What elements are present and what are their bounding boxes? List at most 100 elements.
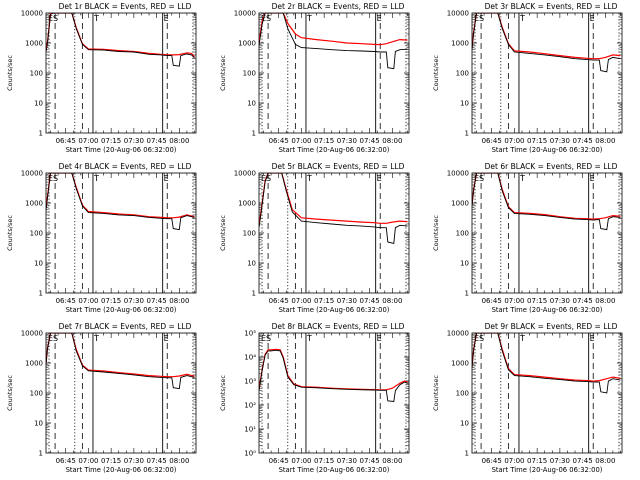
y-tick-label: 10 xyxy=(247,260,256,268)
y-tick-label: 10000 xyxy=(234,10,256,18)
y-axis-label: Counts/sec xyxy=(6,215,14,251)
x-axis-label: Start Time (20-Aug-06 06:32:00) xyxy=(492,146,603,154)
corner-label: ES xyxy=(48,334,58,343)
x-axis-label: Start Time (20-Aug-06 06:32:00) xyxy=(492,466,603,474)
x-tick-label: 08:00 xyxy=(595,457,615,465)
x-tick-label: 07:00 xyxy=(504,457,524,465)
detector-panel-4: Det 4r BLACK = Events, RED = LLD 1 10 100 10… xyxy=(0,160,200,320)
y-axis-label: Counts/sec xyxy=(6,55,14,91)
x-tick-label: 08:00 xyxy=(169,137,189,145)
x-tick-label: 07:00 xyxy=(291,297,311,305)
corner-label: T xyxy=(93,334,99,343)
y-tick-label: 10⁰ xyxy=(244,450,256,458)
corner-label: ES xyxy=(261,14,271,23)
x-tick-label: 07:00 xyxy=(78,297,98,305)
x-axis-label: Start Time (20-Aug-06 06:32:00) xyxy=(66,146,177,154)
y-tick-label: 10⁵ xyxy=(244,330,256,338)
plot-frame xyxy=(45,332,197,454)
y-tick-label: 10000 xyxy=(21,170,43,178)
y-tick-label: 1000 xyxy=(25,360,43,368)
detector-panel-1: Det 1r BLACK = Events, RED = LLD 1 10 100 10… xyxy=(0,0,200,160)
x-tick-label: 07:30 xyxy=(550,297,570,305)
y-tick-label: 10000 xyxy=(234,170,256,178)
y-axis-label: Counts/sec xyxy=(432,375,440,411)
panel-title: Det 4r BLACK = Events, RED = LLD xyxy=(59,162,192,171)
lld-series-line xyxy=(46,333,195,378)
lld-series-line xyxy=(472,173,621,220)
y-tick-label: 1 xyxy=(252,130,256,138)
y-tick-label: 10000 xyxy=(447,330,469,338)
corner-label: T xyxy=(306,334,312,343)
x-tick-label: 06:45 xyxy=(269,457,289,465)
corner-label: T xyxy=(519,334,525,343)
y-tick-label: 1 xyxy=(252,290,256,298)
x-tick-label: 06:45 xyxy=(482,457,502,465)
y-axis-label: Counts/sec xyxy=(432,55,440,91)
plot-frame xyxy=(471,332,623,454)
y-tick-label: 10000 xyxy=(447,170,469,178)
x-tick-label: 07:45 xyxy=(147,457,167,465)
panel-plot-svg: Det 1r BLACK = Events, RED = LLD 1 10 100 10… xyxy=(6,2,197,154)
y-tick-label: 10 xyxy=(460,100,469,108)
lld-series-line xyxy=(472,333,621,382)
x-tick-label: 08:00 xyxy=(382,297,402,305)
y-tick-label: 10000 xyxy=(21,330,43,338)
corner-label: E xyxy=(164,174,169,183)
corner-label: E xyxy=(590,334,595,343)
x-tick-label: 07:45 xyxy=(573,297,593,305)
x-tick-label: 08:00 xyxy=(382,137,402,145)
lld-series-line xyxy=(46,173,195,219)
y-tick-label: 10⁴ xyxy=(244,354,256,362)
lld-series-line xyxy=(472,13,621,60)
x-axis-label: Start Time (20-Aug-06 06:32:00) xyxy=(66,306,177,314)
corner-label: ES xyxy=(474,334,484,343)
events-series-line xyxy=(472,13,621,73)
x-tick-label: 06:45 xyxy=(269,297,289,305)
panel-title: Det 2r BLACK = Events, RED = LLD xyxy=(272,2,405,11)
panel-plot-svg: Det 9r BLACK = Events, RED = LLD 1 10 100 10… xyxy=(432,322,623,474)
x-tick-label: 07:15 xyxy=(314,137,334,145)
corner-label: E xyxy=(164,334,169,343)
corner-label: T xyxy=(519,174,525,183)
x-tick-label: 08:00 xyxy=(595,137,615,145)
panel-title: Det 5r BLACK = Events, RED = LLD xyxy=(272,162,405,171)
y-axis-label: Counts/sec xyxy=(219,215,227,251)
x-tick-label: 08:00 xyxy=(169,457,189,465)
y-tick-label: 1000 xyxy=(451,200,469,208)
y-tick-label: 100 xyxy=(243,70,256,78)
x-tick-label: 06:45 xyxy=(56,137,76,145)
x-tick-label: 07:45 xyxy=(573,457,593,465)
x-tick-label: 07:15 xyxy=(101,137,121,145)
x-tick-label: 07:00 xyxy=(78,137,98,145)
x-tick-label: 07:45 xyxy=(147,297,167,305)
events-series-line xyxy=(46,173,195,231)
x-tick-label: 08:00 xyxy=(595,297,615,305)
x-tick-label: 07:45 xyxy=(360,297,380,305)
x-tick-label: 06:45 xyxy=(56,297,76,305)
corner-label: ES xyxy=(474,14,484,23)
panel-plot-svg: Det 8r BLACK = Events, RED = LLD 10⁰ 10¹ 10… xyxy=(219,322,410,474)
lld-series-line xyxy=(259,348,408,391)
x-tick-label: 07:30 xyxy=(337,297,357,305)
corner-label: E xyxy=(590,14,595,23)
detector-panel-9: Det 9r BLACK = Events, RED = LLD 1 10 100 10… xyxy=(426,320,626,480)
x-axis-label: Start Time (20-Aug-06 06:32:00) xyxy=(279,146,390,154)
y-axis-label: Counts/sec xyxy=(219,55,227,91)
y-tick-label: 1000 xyxy=(25,40,43,48)
plot-frame xyxy=(45,12,197,134)
y-tick-label: 100 xyxy=(243,230,256,238)
x-tick-label: 07:15 xyxy=(527,457,547,465)
x-tick-label: 07:15 xyxy=(101,457,121,465)
x-tick-label: 07:15 xyxy=(314,457,334,465)
panel-plot-svg: Det 7r BLACK = Events, RED = LLD 1 10 100 10… xyxy=(6,322,197,474)
corner-label: ES xyxy=(48,174,58,183)
panel-title: Det 9r BLACK = Events, RED = LLD xyxy=(485,322,618,331)
x-tick-label: 08:00 xyxy=(382,457,402,465)
y-tick-label: 10000 xyxy=(21,10,43,18)
corner-label: ES xyxy=(261,334,271,343)
panel-title: Det 7r BLACK = Events, RED = LLD xyxy=(59,322,192,331)
corner-label: T xyxy=(306,14,312,23)
y-tick-label: 1000 xyxy=(25,200,43,208)
y-tick-label: 10 xyxy=(460,260,469,268)
corner-label: E xyxy=(377,14,382,23)
